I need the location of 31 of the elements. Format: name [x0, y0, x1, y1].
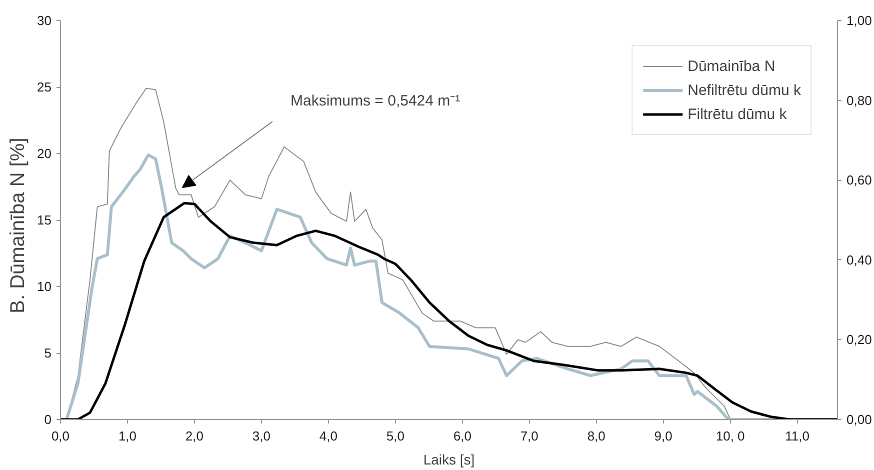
- y-tick-label: 20: [37, 146, 52, 161]
- x-axis-title: Laiks [s]: [423, 452, 475, 468]
- legend-label: Dūmainība N: [688, 58, 776, 74]
- annotation: Maksimums = 0,5424 m⁻¹: [290, 92, 460, 110]
- y2-tick-label: 0,00: [846, 412, 872, 427]
- x-tick-label: 4,0: [319, 428, 338, 444]
- y-tick-label: 10: [37, 279, 52, 294]
- y2-tick-label: 0,60: [846, 172, 872, 188]
- y-tick-label: 15: [37, 212, 52, 228]
- x-tick-label: 6,0: [453, 428, 472, 444]
- x-tick-label: 9,0: [654, 428, 672, 444]
- legend-label: Nefiltrētu dūmu k: [688, 82, 801, 98]
- x-tick-label: 8,0: [587, 428, 606, 444]
- y-tick-label: 25: [37, 80, 52, 94]
- x-tick-label: 5,0: [386, 428, 404, 444]
- legend-label: Filtrētu dūmu k: [688, 106, 787, 122]
- x-tick-label: 0,0: [51, 428, 70, 444]
- y-axis-title: B. Dūmainība N [%]: [7, 138, 30, 314]
- y-tick-label: 0: [44, 412, 52, 427]
- y2-tick-label: 1,00: [846, 13, 872, 28]
- x-tick-label: 10, 0: [716, 428, 745, 444]
- y2-tick-label: 0,80: [846, 92, 872, 108]
- x-tick-label: 2,0: [185, 428, 204, 444]
- x-tick-label: 1,0: [118, 428, 137, 444]
- y-tick-label: 5: [44, 346, 52, 360]
- x-tick-label: 7,0: [520, 428, 538, 444]
- x-tick-label: 11,0: [785, 428, 810, 444]
- y2-tick-label: 0,20: [846, 332, 872, 348]
- y-tick-label: 30: [37, 13, 52, 28]
- x-tick-label: 3,0: [252, 428, 270, 444]
- y2-tick-label: 0,40: [846, 252, 872, 268]
